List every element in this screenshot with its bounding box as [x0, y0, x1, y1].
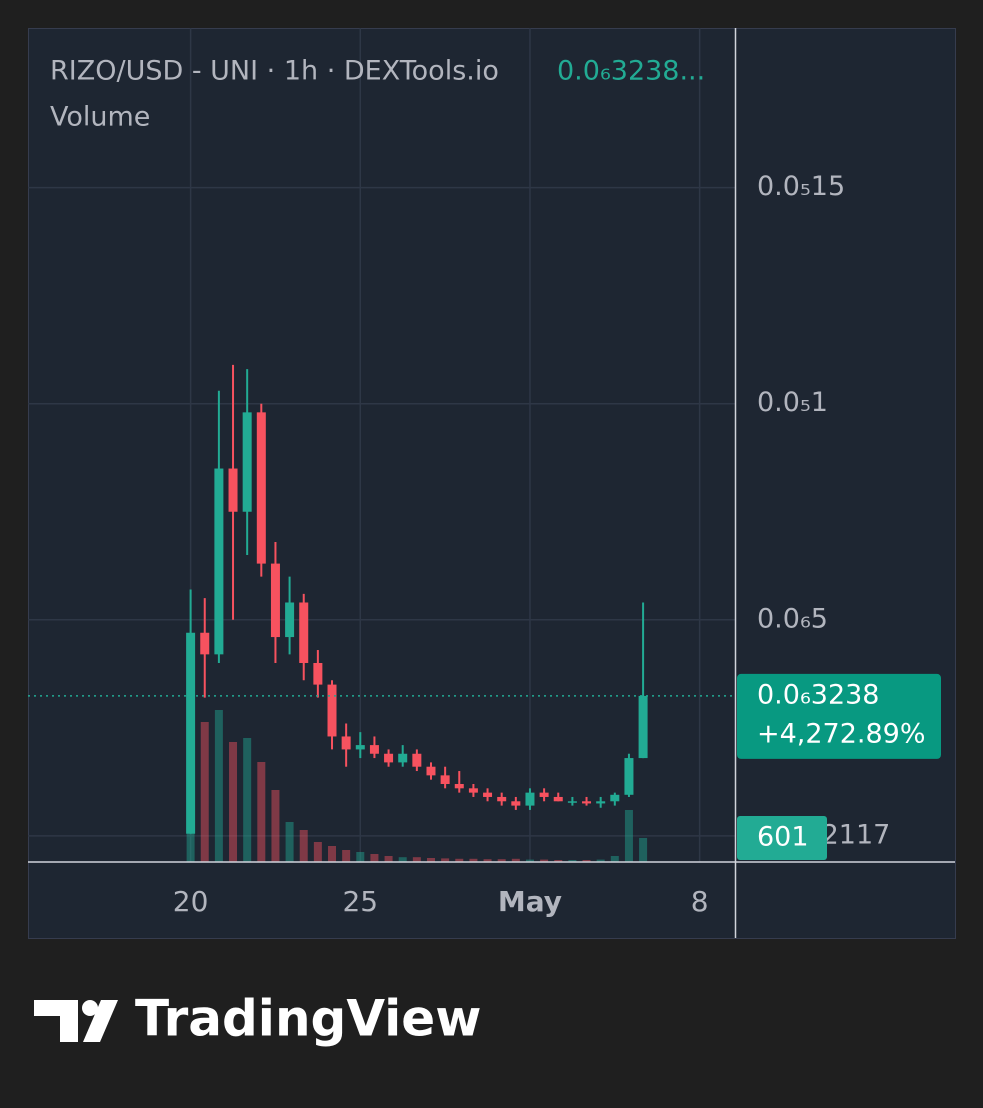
volume-bar	[328, 846, 337, 862]
volume-bar	[483, 859, 492, 862]
last-price-badge	[737, 673, 941, 759]
candle-body	[186, 632, 196, 834]
volume-value-label: 601	[757, 821, 809, 852]
candle-body	[299, 602, 309, 663]
candle-body	[553, 796, 563, 802]
volume-bar	[525, 859, 534, 862]
candle-body	[539, 792, 549, 797]
volume-bar	[370, 854, 379, 862]
volume-bar	[384, 856, 393, 862]
candle-body	[242, 412, 252, 512]
volume-bar	[596, 859, 605, 862]
candle-body	[285, 602, 295, 638]
candle-body	[228, 468, 238, 512]
volume-bar	[412, 857, 421, 862]
x-tick-label: 8	[691, 885, 709, 918]
legend-value: 0.0₆3238...	[557, 56, 705, 87]
candle-body	[511, 801, 521, 806]
volume-bar	[624, 810, 633, 862]
chart-title: RIZO/USD - UNI · 1h · DEXTools.io	[50, 56, 499, 87]
candle-body	[638, 695, 648, 759]
volume-bar	[568, 860, 577, 862]
volume-bar	[426, 858, 435, 862]
volume-bar	[243, 738, 252, 862]
y-tick-label: 0.0₅15	[757, 171, 845, 202]
volume-bar	[200, 722, 209, 862]
volume-bar	[582, 860, 591, 862]
x-tick-label: May	[498, 885, 562, 918]
volume-bar	[554, 860, 563, 862]
logo-slash	[83, 1000, 118, 1042]
volume-bar	[497, 859, 506, 862]
candle-body	[412, 753, 422, 767]
candle-body	[270, 563, 280, 638]
candle-body	[483, 792, 493, 797]
candle-body	[398, 753, 408, 763]
candle-body	[355, 745, 365, 750]
candle-body	[468, 788, 478, 793]
candle-body	[369, 745, 379, 754]
volume-badge	[737, 815, 827, 860]
candle-body	[384, 753, 394, 763]
chart-panel	[28, 28, 956, 939]
candle-body	[596, 801, 606, 804]
volume-bar	[511, 858, 520, 862]
volume-bar	[214, 710, 223, 862]
brand-logo	[34, 1000, 118, 1042]
volume-bar	[229, 742, 238, 862]
volume-bar	[342, 850, 351, 862]
volume-bar	[455, 858, 464, 862]
logo-t	[34, 1000, 78, 1042]
candle-body	[582, 801, 592, 804]
volume-bar	[610, 856, 619, 862]
candle-body	[256, 412, 266, 564]
y-tick-label: 0.0₅1	[757, 387, 828, 418]
candle-body	[454, 783, 464, 789]
candle-body	[624, 758, 634, 795]
change-label: +4,272.89%	[757, 718, 926, 749]
candle-body	[426, 766, 436, 776]
candle-body	[440, 775, 450, 784]
volume-bar	[469, 858, 478, 862]
candle-body	[610, 794, 620, 802]
volume-bar	[356, 852, 365, 862]
last-price-label: 0.0₆3238	[757, 679, 879, 710]
candle-body	[200, 632, 210, 655]
candle-body	[214, 468, 224, 655]
volume-bar	[299, 830, 308, 862]
brand-name: TradingView	[135, 990, 481, 1048]
candle-body	[567, 801, 577, 803]
candle-body	[525, 792, 535, 806]
candle-body	[341, 736, 351, 750]
volume-bar	[285, 822, 294, 862]
candle-body	[313, 662, 323, 685]
volume-bar	[313, 842, 322, 862]
x-tick-label: 20	[173, 885, 209, 918]
volume-bar	[540, 859, 549, 862]
volume-bar	[271, 790, 280, 862]
volume-bar	[398, 857, 407, 862]
logo-dot	[82, 1000, 98, 1016]
volume-legend: Volume	[50, 102, 150, 133]
volume-bar	[257, 762, 266, 862]
candle-body	[327, 684, 337, 737]
x-tick-label: 25	[342, 885, 378, 918]
candle-body	[497, 796, 507, 802]
y-tick-label: 0.0₆5	[757, 603, 828, 634]
volume-bar	[639, 837, 648, 862]
volume-bar	[441, 858, 450, 862]
